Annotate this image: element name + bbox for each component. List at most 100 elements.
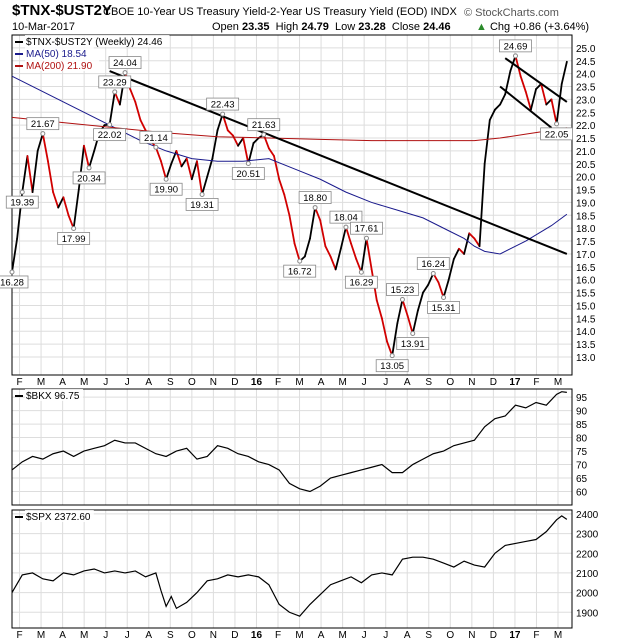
annotation-box — [283, 264, 317, 278]
y-tick-label: 25.0 — [576, 44, 596, 55]
legend-entry: MA(50) 18.54 — [26, 49, 87, 60]
x-tick-label: F — [275, 630, 281, 640]
high-value: 24.79 — [301, 21, 329, 33]
y-tick-label: 20.5 — [576, 160, 596, 171]
x-tick-label: A — [318, 377, 325, 388]
y-tick-label: 15.5 — [576, 289, 596, 300]
panel-2: 60 65 70 75 80 85 90 95 $BKX 96.75 — [11, 388, 588, 506]
x-tick-label: F — [275, 377, 281, 388]
annotation-label: 19.90 — [154, 185, 178, 196]
annotation-label: 21.67 — [31, 119, 55, 130]
annotation-label: 16.72 — [288, 267, 312, 278]
y-tick-label: 13.5 — [576, 340, 596, 351]
y-tick-label: 90 — [576, 407, 588, 418]
price-segment — [319, 219, 327, 248]
swing-point — [554, 121, 560, 127]
price-segment — [524, 90, 532, 111]
price-segment — [288, 214, 296, 245]
x-tick-label: F — [16, 630, 22, 640]
annotation-box — [185, 198, 219, 211]
annotation-label: 19.31 — [190, 200, 214, 211]
y-tick-label: 60 — [576, 488, 588, 499]
annotation-box — [72, 171, 106, 185]
annotation-box — [416, 257, 450, 270]
price-segment — [499, 93, 507, 106]
price-segment — [555, 83, 563, 125]
price-segment — [494, 103, 501, 111]
annotation-label: 16.24 — [421, 259, 445, 270]
x-tick-label: N — [468, 377, 475, 388]
open-value: 23.35 — [241, 21, 270, 33]
x-tick-label: D — [490, 630, 497, 640]
price-segment — [83, 144, 90, 169]
x-tick-label: M — [295, 377, 303, 388]
price-segment — [437, 281, 445, 299]
price-segment — [391, 322, 399, 357]
price-segment — [190, 160, 198, 181]
annotation-box — [57, 232, 91, 245]
annotation-box — [396, 337, 430, 350]
price-segment — [278, 178, 286, 196]
x-tick-label: J — [362, 377, 367, 388]
annotation-label: 20.34 — [77, 173, 101, 184]
legend-bg — [25, 510, 94, 522]
swing-point — [343, 224, 349, 230]
swing-point — [86, 165, 92, 171]
price-segment — [345, 226, 352, 245]
swing-point — [9, 269, 15, 275]
price-segment — [185, 157, 193, 181]
price-segment — [560, 60, 568, 85]
price-segment — [463, 232, 471, 255]
x-tick-label: M — [37, 630, 45, 640]
change-value: Chg +0.86 (+3.64%) — [489, 21, 590, 33]
price-segment — [535, 83, 543, 90]
x-tick-label: A — [145, 630, 152, 640]
price-segment — [267, 147, 275, 157]
price-segment — [211, 129, 219, 160]
swing-point — [358, 269, 364, 275]
exchange-label: INDX — [430, 6, 457, 18]
legend-entry: $BKX 96.75 — [26, 391, 80, 402]
x-tick-label: J — [103, 630, 108, 640]
legend-bg — [25, 47, 94, 59]
x-tick-label: J — [103, 377, 108, 388]
swing-point — [430, 271, 436, 277]
x-tick-label: O — [446, 630, 454, 640]
series-line-ma50 — [11, 75, 568, 255]
annotation-box — [344, 275, 378, 289]
x-tick-label: M — [554, 377, 562, 388]
x-tick-label: A — [318, 630, 325, 640]
series-line-trend — [109, 70, 568, 255]
up-triangle-icon: ▲ — [476, 21, 487, 33]
annotation-label: 17.61 — [355, 224, 379, 235]
panel-3: 1900 2000 2100 2200 2300 2400 $SPX 2372.60 F M A M… — [11, 509, 599, 640]
price-segment — [401, 298, 409, 317]
x-tick-label: F — [16, 377, 22, 388]
swing-point — [410, 331, 416, 337]
x-tick-label: F — [533, 377, 539, 388]
x-tick-label: M — [80, 630, 88, 640]
x-tick-label: A — [59, 630, 66, 640]
swing-point — [363, 235, 369, 241]
legend-entry: $SPX 2372.60 — [26, 512, 91, 523]
x-tick-label: D — [231, 377, 238, 388]
annotation-box — [231, 167, 265, 180]
price-segment — [386, 340, 394, 357]
y-tick-label: 24.0 — [576, 70, 596, 81]
legend-bg — [25, 59, 100, 71]
price-segment — [52, 191, 60, 209]
y-tick-label: 15.0 — [576, 301, 596, 312]
y-tick-label: 22.0 — [576, 121, 596, 132]
swing-point — [71, 225, 77, 231]
price-segment — [226, 129, 234, 137]
price-segment — [11, 237, 19, 273]
annotation-label: 17.99 — [62, 234, 86, 245]
price-segment — [129, 88, 137, 103]
chart-symbol: $TNX-$UST2Y — [12, 2, 113, 19]
annotation-label: 16.29 — [349, 278, 373, 289]
y-tick-label: 21.5 — [576, 134, 596, 145]
y-tick-label: 18.5 — [576, 211, 596, 222]
x-tick-label: 16 — [251, 630, 263, 640]
x-tick-label: 17 — [509, 630, 521, 640]
